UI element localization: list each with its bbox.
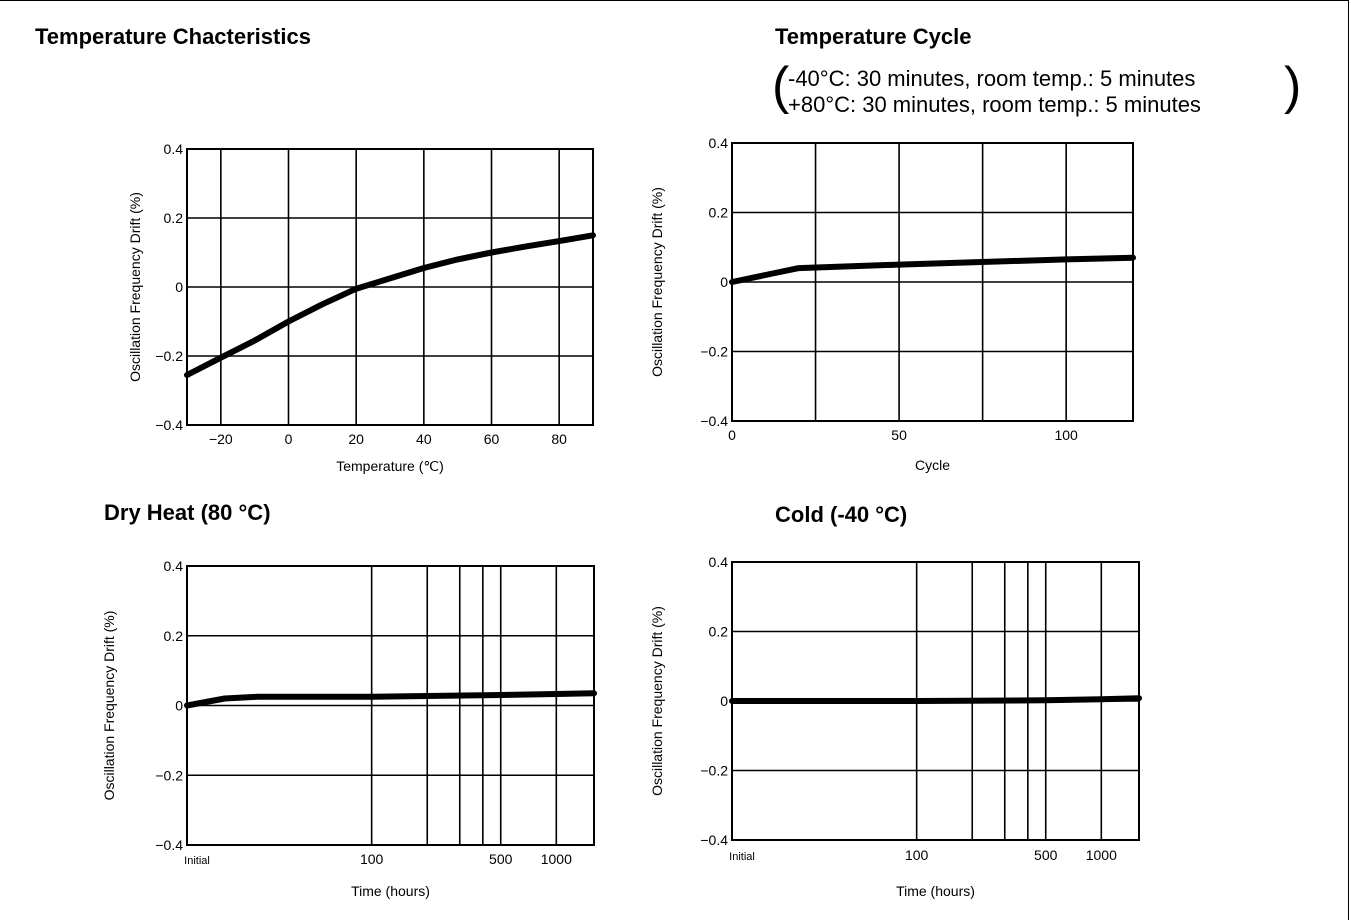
y-tick-label: 0	[175, 698, 183, 714]
x-axis-label: Time (hours)	[896, 883, 975, 899]
y-tick-label: −0.2	[700, 763, 728, 779]
x-tick-label: 1000	[1086, 847, 1117, 863]
x-tick-label: 40	[416, 431, 432, 447]
y-tick-label: 0.4	[709, 135, 729, 151]
x-tick-label: 20	[348, 431, 364, 447]
x-tick-label: 100	[905, 847, 929, 863]
y-tick-label: 0.2	[164, 628, 184, 644]
y-axis-label: Oscillation Frequency Drift (%)	[101, 611, 117, 801]
y-tick-label: 0	[175, 279, 183, 295]
left-parenthesis: (	[772, 57, 790, 115]
y-tick-label: 0	[720, 693, 728, 709]
x-tick-label: Initial	[184, 855, 210, 867]
x-tick-label: 500	[489, 851, 513, 867]
chart-title-cold: Cold (-40 °C)	[775, 502, 908, 527]
x-axis-label: Cycle	[915, 457, 950, 473]
x-tick-label: Initial	[729, 851, 755, 863]
x-tick-label: 60	[484, 431, 500, 447]
x-tick-label: 80	[551, 431, 567, 447]
x-tick-label: 0	[285, 431, 293, 447]
y-tick-label: 0.4	[164, 558, 184, 574]
data-line	[729, 695, 1142, 704]
y-tick-label: 0.4	[164, 141, 184, 157]
x-tick-label: 0	[728, 427, 736, 443]
y-tick-label: −0.2	[155, 767, 183, 783]
x-tick-label: 50	[891, 427, 907, 443]
y-tick-label: −0.2	[155, 348, 183, 364]
y-axis-label: Oscillation Frequency Drift (%)	[649, 606, 665, 796]
y-tick-label: −0.4	[700, 832, 728, 848]
x-tick-label: 100	[1054, 427, 1078, 443]
x-axis-label: Temperature (℃)	[336, 458, 444, 474]
data-line	[184, 690, 597, 709]
y-tick-label: 0.2	[709, 205, 729, 221]
chart-title-dry-heat: Dry Heat (80 °C)	[104, 500, 271, 525]
y-tick-label: 0	[720, 274, 728, 290]
chart-title-temperature-cycle: Temperature Cycle	[775, 24, 972, 49]
right-parenthesis: )	[1284, 57, 1302, 115]
chart-tc: 0.4 0.2 0 −0.2 −0.4 −20 0 20 40 60 80 Temperature (…	[127, 141, 596, 474]
x-axis-label: Time (hours)	[351, 883, 430, 899]
y-tick-label: −0.4	[155, 417, 183, 433]
y-tick-label: 0.4	[709, 554, 729, 570]
x-tick-label: 1000	[541, 851, 572, 867]
y-tick-label: −0.4	[700, 413, 728, 429]
chart-title-temperature-characteristics: Temperature Chacteristics	[35, 24, 311, 49]
x-tick-label: 500	[1034, 847, 1058, 863]
condition-line-2: +80°C: 30 minutes, room temp.: 5 minutes	[788, 92, 1201, 117]
y-tick-label: −0.2	[700, 344, 728, 360]
y-tick-label: 0.2	[709, 624, 729, 640]
condition-line-1: -40°C: 30 minutes, room temp.: 5 minutes	[788, 66, 1196, 91]
x-tick-label: −20	[209, 431, 233, 447]
x-tick-label: 100	[360, 851, 384, 867]
y-axis-label: Oscillation Frequency Drift (%)	[649, 187, 665, 377]
y-tick-label: −0.4	[155, 837, 183, 853]
y-axis-label: Oscillation Frequency Drift (%)	[127, 192, 143, 382]
temperature-cycle-conditions: ( -40°C: 30 minutes, room temp.: 5 minut…	[772, 58, 1302, 120]
y-tick-label: 0.2	[164, 210, 184, 226]
data-line	[729, 254, 1136, 285]
data-line	[184, 232, 596, 378]
plot-frame	[186, 148, 594, 426]
